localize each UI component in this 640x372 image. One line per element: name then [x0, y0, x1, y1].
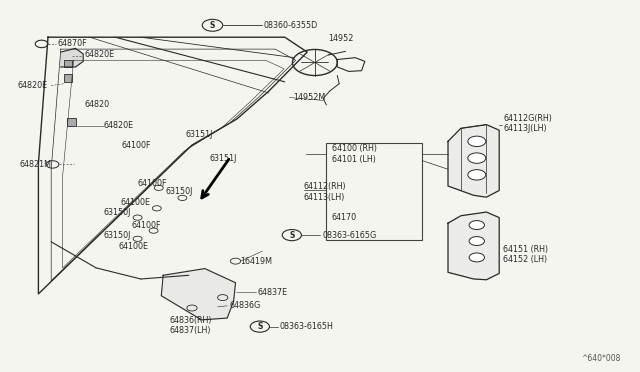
- Text: 64821M: 64821M: [19, 160, 51, 169]
- Text: 64870F: 64870F: [58, 39, 87, 48]
- Text: 08363-6165G: 08363-6165G: [323, 231, 377, 240]
- Circle shape: [469, 253, 484, 262]
- Circle shape: [468, 153, 486, 163]
- Text: 64152 (LH): 64152 (LH): [503, 255, 547, 264]
- Text: 63151J: 63151J: [186, 130, 213, 139]
- Bar: [326, 143, 422, 240]
- Text: ^640*008: ^640*008: [581, 354, 621, 363]
- Text: 64100E: 64100E: [118, 242, 148, 251]
- Polygon shape: [61, 48, 83, 67]
- Text: 64100 (RH): 64100 (RH): [332, 144, 376, 153]
- Circle shape: [202, 19, 223, 31]
- Text: 64113J(LH): 64113J(LH): [503, 124, 547, 133]
- Text: 64101 (LH): 64101 (LH): [332, 155, 376, 164]
- Polygon shape: [448, 125, 499, 197]
- Text: 64820: 64820: [84, 100, 109, 109]
- Text: 16419M: 16419M: [241, 257, 273, 266]
- Text: 64112G(RH): 64112G(RH): [503, 114, 552, 123]
- Text: 08360-6355D: 08360-6355D: [264, 21, 318, 30]
- Bar: [64, 60, 72, 67]
- Polygon shape: [161, 269, 236, 320]
- Text: 64836G: 64836G: [229, 301, 260, 310]
- Circle shape: [282, 230, 301, 241]
- Text: 64820E: 64820E: [18, 81, 48, 90]
- Polygon shape: [448, 212, 499, 280]
- Text: 64100E: 64100E: [120, 198, 150, 207]
- Text: S: S: [257, 322, 262, 331]
- Text: 64100F: 64100F: [138, 179, 167, 187]
- Text: 63150J: 63150J: [104, 208, 131, 217]
- Text: 64837(LH): 64837(LH): [170, 326, 211, 335]
- Circle shape: [468, 170, 486, 180]
- Bar: [64, 74, 72, 82]
- Text: 64837E: 64837E: [257, 288, 287, 296]
- Bar: [67, 118, 76, 126]
- Text: 64113(LH): 64113(LH): [303, 193, 345, 202]
- Text: 64820E: 64820E: [104, 121, 134, 130]
- Circle shape: [468, 136, 486, 147]
- Circle shape: [469, 221, 484, 230]
- Text: 64112(RH): 64112(RH): [303, 182, 346, 191]
- Text: 64170: 64170: [332, 213, 356, 222]
- Text: 63151J: 63151J: [210, 154, 237, 163]
- Text: 64836(RH): 64836(RH): [170, 316, 212, 325]
- Text: 64100F: 64100F: [122, 141, 151, 150]
- Text: 64151 (RH): 64151 (RH): [503, 245, 548, 254]
- Circle shape: [469, 237, 484, 246]
- Text: 63150J: 63150J: [165, 187, 193, 196]
- Text: S: S: [210, 21, 215, 30]
- Text: 14952M: 14952M: [293, 93, 325, 102]
- Text: 08363-6165H: 08363-6165H: [280, 322, 333, 331]
- Text: 14952: 14952: [328, 34, 353, 43]
- Text: 63150J: 63150J: [104, 231, 131, 240]
- Text: 64820E: 64820E: [84, 50, 115, 59]
- Circle shape: [250, 321, 269, 332]
- Text: 64100F: 64100F: [131, 221, 161, 230]
- Text: S: S: [289, 231, 294, 240]
